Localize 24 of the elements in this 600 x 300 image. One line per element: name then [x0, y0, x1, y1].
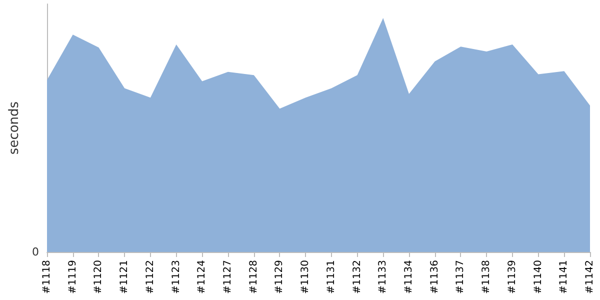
x-tick-label: #1119 [67, 260, 78, 294]
x-tick-label: #1131 [326, 260, 337, 294]
x-tick-label: #1140 [532, 260, 544, 294]
x-tick-label: #1127 [222, 260, 234, 294]
x-tick-label: #1130 [300, 260, 312, 294]
x-tick-label: #1128 [248, 260, 260, 294]
x-tick-label: #1134 [404, 260, 414, 294]
x-tick-label: #1129 [274, 260, 286, 294]
x-tick-label: #1138 [481, 260, 492, 294]
x-tick-label: #1141 [558, 260, 570, 294]
x-tick-label: #1139 [506, 260, 518, 294]
x-tick-label: #1136 [429, 260, 440, 294]
x-tick-label: #1123 [170, 260, 182, 294]
x-tick-label: #1120 [93, 260, 104, 294]
text: 0 [32, 246, 39, 258]
y-axis-title: seconds [7, 101, 22, 155]
x-tick-label: #1122 [144, 260, 156, 294]
x-tick-label: #1137 [455, 260, 466, 294]
x-tick-label: #1124 [196, 260, 208, 294]
x-tick-label: #1142 [584, 260, 596, 294]
x-tick-label: #1118 [42, 260, 52, 294]
x-tick-label: #1121 [119, 260, 130, 294]
x-tick-label: #1133 [378, 260, 389, 294]
x-tick-label: #1132 [352, 260, 363, 294]
